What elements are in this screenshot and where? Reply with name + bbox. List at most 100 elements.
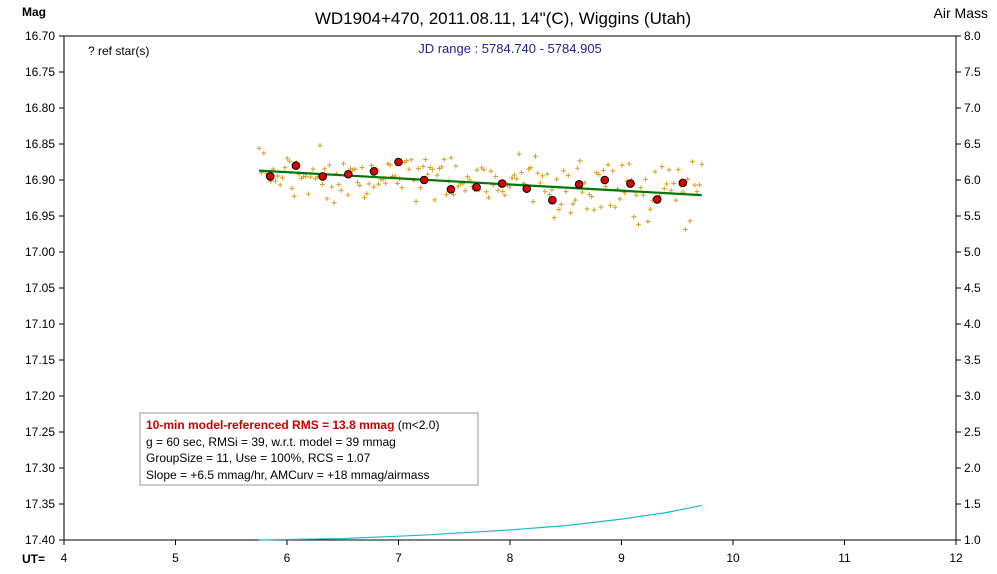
raw-point — [647, 206, 653, 212]
raw-point — [357, 183, 363, 188]
raw-point — [540, 173, 546, 179]
raw-point — [451, 192, 457, 198]
raw-point — [600, 167, 606, 173]
raw-point — [661, 186, 667, 192]
raw-point — [413, 198, 419, 204]
y2-tick-label: 3.5 — [964, 353, 981, 367]
raw-point — [383, 180, 389, 186]
y-axis-ticks: 16.70 16.75 16.80 16.85 16.90 16.95 17.00 17.05… — [25, 29, 64, 547]
raw-point — [434, 172, 440, 178]
raw-point — [439, 164, 445, 170]
raw-point — [429, 166, 435, 172]
raw-point — [659, 164, 665, 170]
raw-point — [387, 162, 393, 168]
raw-point — [422, 157, 428, 163]
raw-point — [308, 174, 314, 180]
raw-point — [687, 218, 693, 224]
raw-point — [350, 167, 356, 173]
y-tick-label: 17.10 — [25, 317, 55, 331]
raw-point — [554, 176, 560, 182]
y-tick-label: 17.15 — [25, 353, 55, 367]
raw-point — [643, 176, 649, 182]
info-line-2: g = 60 sec, RMSi = 39, w.r.t. model = 39… — [146, 435, 396, 449]
chart-title: WD1904+470, 2011.08.11, 14"(C), Wiggins … — [315, 9, 691, 28]
x-tick-label: 7 — [395, 551, 402, 565]
raw-point — [666, 167, 672, 173]
y2-tick-label: 7.0 — [964, 101, 981, 115]
raw-point — [652, 169, 658, 175]
raw-point — [631, 214, 637, 220]
raw-point — [572, 197, 578, 203]
binned-point — [548, 195, 557, 205]
y2-tick-label: 4.5 — [964, 281, 981, 295]
x-tick-label: 10 — [726, 551, 740, 565]
info-rms-bold: 10-min model-referenced RMS = 13.8 mmag — [146, 418, 394, 432]
y2-tick-label: 5.5 — [964, 209, 981, 223]
raw-point — [514, 176, 520, 182]
raw-point — [556, 207, 562, 213]
raw-point — [502, 192, 508, 198]
raw-point — [516, 151, 522, 157]
y-tick-label: 17.05 — [25, 281, 55, 295]
y-tick-label: 17.25 — [25, 425, 55, 439]
raw-point — [488, 168, 494, 174]
raw-point — [462, 188, 468, 194]
raw-point — [518, 170, 524, 176]
raw-point — [432, 197, 438, 203]
raw-point — [589, 194, 595, 200]
raw-point — [418, 185, 424, 191]
raw-point — [547, 192, 553, 198]
raw-point — [273, 178, 279, 184]
raw-point — [305, 191, 311, 197]
y-tick-label: 17.35 — [25, 497, 55, 511]
raw-point — [682, 226, 688, 232]
raw-point — [495, 187, 501, 193]
raw-point — [570, 201, 576, 207]
raw-point — [340, 161, 346, 167]
airmass-curve — [259, 504, 702, 541]
raw-point — [542, 189, 548, 195]
raw-point — [532, 153, 538, 159]
raw-point — [322, 166, 328, 172]
raw-point — [544, 171, 550, 177]
raw-point — [692, 182, 698, 188]
y2-tick-label: 8.0 — [964, 29, 981, 43]
raw-point — [596, 171, 602, 177]
y2-tick-label: 5.0 — [964, 245, 981, 259]
raw-point — [577, 158, 583, 164]
raw-point — [347, 166, 353, 172]
raw-point — [603, 183, 609, 189]
x-tick-label: 6 — [284, 551, 291, 565]
info-line-3: GroupSize = 11, Use = 100%, RCS = 1.07 — [146, 451, 371, 465]
raw-point — [326, 162, 332, 168]
raw-point — [675, 167, 681, 173]
binned-point — [652, 195, 662, 204]
raw-point — [626, 161, 632, 167]
raw-point — [579, 189, 585, 195]
raw-point — [443, 192, 449, 198]
x-tick-label: 4 — [61, 551, 68, 565]
raw-point — [352, 166, 358, 172]
raw-point — [284, 155, 290, 161]
raw-point — [366, 181, 372, 187]
raw-point — [568, 210, 574, 216]
raw-point — [376, 181, 382, 187]
binned-point — [318, 172, 327, 181]
x-axis-label: UT= — [22, 552, 45, 566]
raw-point — [394, 180, 400, 186]
raw-point — [535, 170, 541, 176]
raw-point — [633, 192, 639, 198]
binned-point — [265, 172, 275, 181]
y-tick-label: 16.85 — [25, 137, 55, 151]
raw-point — [275, 173, 281, 179]
raw-point — [406, 166, 412, 172]
x-tick-label: 9 — [618, 551, 625, 565]
raw-point — [612, 204, 618, 210]
x-tick-label: 11 — [838, 551, 851, 565]
y-tick-label: 16.70 — [25, 29, 55, 43]
info-line-4: Slope = +6.5 mmag/hr, AMCurv = +18 mmag/… — [146, 468, 429, 482]
raw-point — [441, 156, 447, 162]
raw-point — [399, 185, 405, 191]
raw-point — [362, 195, 368, 201]
y-tick-label: 16.80 — [25, 101, 55, 115]
